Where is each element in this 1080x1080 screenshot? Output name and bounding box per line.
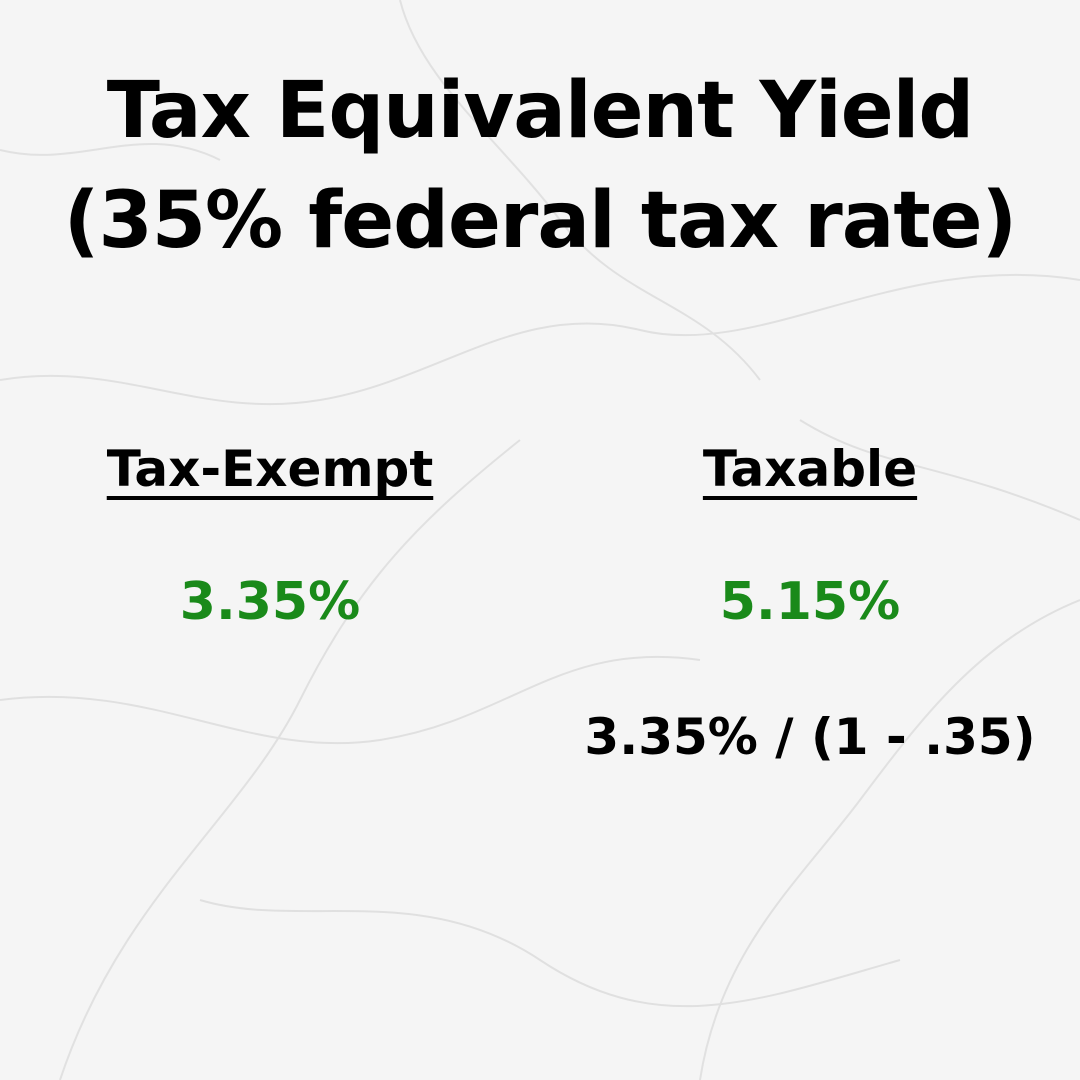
formula: 3.35% / (1 - .35) [584, 708, 1036, 766]
title-line: Tax Equivalent Yield [106, 66, 974, 156]
yield-value: 3.35% [179, 572, 361, 632]
yield-value: 5.15% [719, 572, 901, 632]
column-heading: Tax-Exempt [106, 440, 434, 498]
column-heading: Taxable [702, 440, 918, 498]
title-line: (35% federal tax rate) [63, 176, 1017, 266]
